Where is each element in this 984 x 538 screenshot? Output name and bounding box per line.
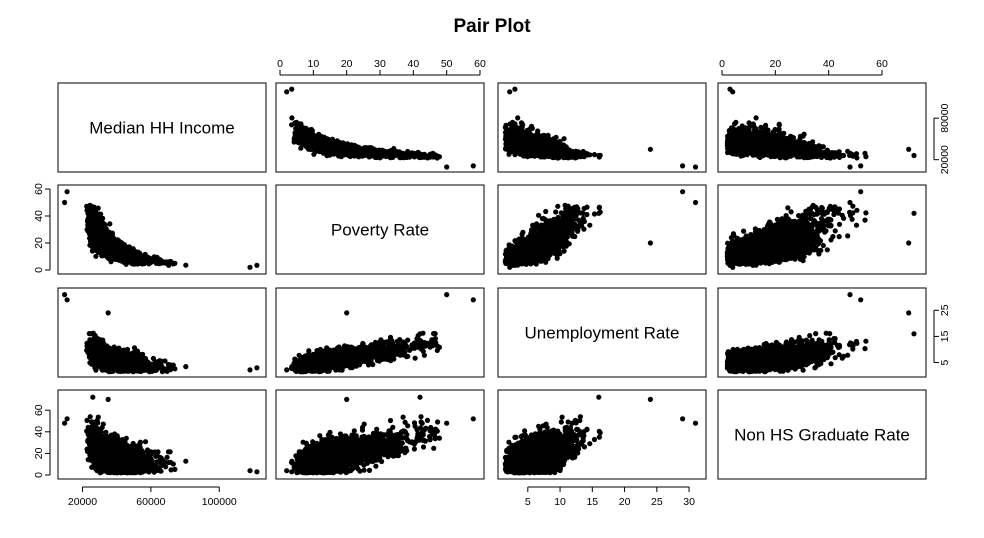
data-point — [518, 120, 525, 126]
data-point — [431, 152, 437, 158]
data-point — [527, 126, 533, 132]
data-point — [329, 136, 336, 142]
data-point — [360, 149, 366, 155]
data-point — [470, 163, 476, 169]
data-point — [294, 132, 301, 138]
data-point — [341, 141, 347, 147]
scatter-points — [284, 86, 476, 170]
data-point — [515, 115, 521, 121]
data-point — [591, 152, 598, 158]
data-point — [302, 132, 308, 139]
data-point — [417, 152, 423, 159]
data-point — [284, 89, 290, 95]
data-point — [388, 152, 394, 158]
data-point — [587, 152, 593, 158]
data-point — [382, 152, 388, 158]
data-point — [400, 150, 406, 156]
data-point — [370, 152, 376, 158]
data-point — [444, 164, 450, 170]
data-point — [298, 145, 304, 151]
data-point — [289, 115, 295, 121]
chart-title: Pair Plot — [0, 16, 984, 38]
data-point — [581, 151, 588, 157]
variable-label: Median HH Income — [89, 119, 235, 138]
data-point — [308, 146, 314, 153]
data-point — [436, 154, 442, 160]
data-point — [318, 140, 324, 147]
data-point — [289, 86, 295, 92]
data-point — [334, 143, 340, 149]
data-point — [294, 123, 300, 129]
data-point — [366, 149, 372, 155]
panel-0-1 — [275, 82, 485, 173]
data-point — [513, 124, 520, 130]
data-point — [307, 140, 313, 146]
panel-0-2 — [497, 82, 707, 173]
data-point — [299, 140, 305, 147]
panel-0-0: Median HH Income — [57, 82, 267, 173]
panel-frame — [57, 82, 267, 173]
data-point — [325, 139, 331, 145]
data-point — [344, 146, 350, 152]
